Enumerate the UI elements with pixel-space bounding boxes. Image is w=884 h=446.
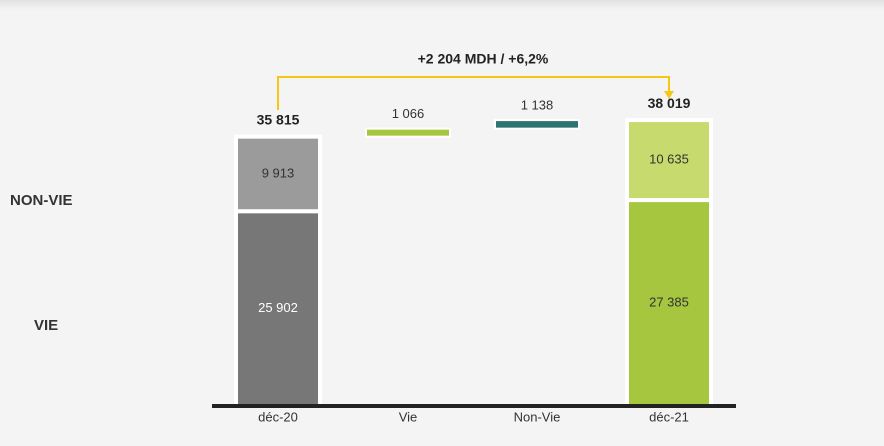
value-label: 1 138 <box>521 98 554 113</box>
value-label: 10 635 <box>649 152 689 167</box>
change-bar <box>494 119 580 130</box>
value-label: 25 902 <box>258 300 298 315</box>
value-label: 9 913 <box>262 165 295 180</box>
change-bar <box>365 127 451 138</box>
annotation: +2 204 MDH / +6,2% <box>418 51 549 67</box>
x-tick-label: Vie <box>399 409 418 424</box>
bar-segment <box>234 134 322 214</box>
total-label: 38 019 <box>648 95 691 111</box>
row-label: VIE <box>34 317 58 334</box>
bar-segment <box>625 118 713 203</box>
x-tick-label: Non-Vie <box>514 409 561 424</box>
value-label: 1 066 <box>392 106 425 121</box>
x-tick-label: déc-21 <box>649 409 689 424</box>
total-label: 35 815 <box>257 111 300 127</box>
bridge-arrow <box>277 76 670 110</box>
value-label: 27 385 <box>649 294 689 309</box>
row-label: NON-VIE <box>10 192 73 209</box>
x-tick-label: déc-20 <box>258 409 298 424</box>
arrow-head <box>664 91 674 99</box>
